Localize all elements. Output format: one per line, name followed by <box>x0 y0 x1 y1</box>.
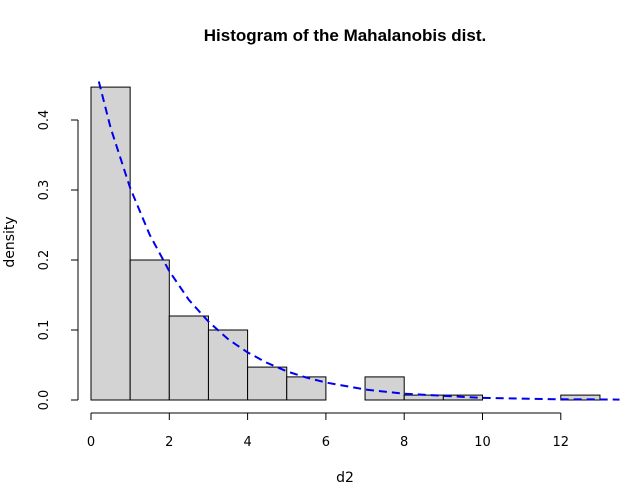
histogram-bar-3 <box>207 329 249 401</box>
y-axis: 0.0 0.1 0.2 0.3 0.4 <box>37 110 79 411</box>
y-tick-label: 0.3 <box>37 180 52 201</box>
x-tick-label: 10 <box>474 435 491 450</box>
density-curve <box>97 81 620 401</box>
y-tick-label: 0.1 <box>37 320 52 341</box>
x-axis-label: d2 <box>336 470 354 486</box>
x-axis: 0 2 4 6 8 10 12 <box>87 412 570 450</box>
x-tick-label: 6 <box>322 435 330 450</box>
x-tick-label: 4 <box>243 435 251 450</box>
x-tick-label: 8 <box>400 435 408 450</box>
x-tick-label: 0 <box>87 435 95 450</box>
x-tick-label: 12 <box>553 435 570 450</box>
y-axis-label: density <box>2 216 18 267</box>
bars-group <box>90 86 601 401</box>
histogram-bar-1 <box>129 259 170 401</box>
histogram-bar-2 <box>168 315 209 401</box>
y-tick-label: 0.4 <box>37 110 52 131</box>
chart-title: Histogram of the Mahalanobis dist. <box>204 26 486 45</box>
y-tick-label: 0.2 <box>37 250 52 271</box>
x-tick-label: 2 <box>165 435 173 450</box>
histogram-bar-4 <box>247 366 288 401</box>
y-tick-label: 0.0 <box>37 390 52 411</box>
histogram-bar-7 <box>364 376 405 401</box>
histogram-bar-0 <box>90 86 131 401</box>
